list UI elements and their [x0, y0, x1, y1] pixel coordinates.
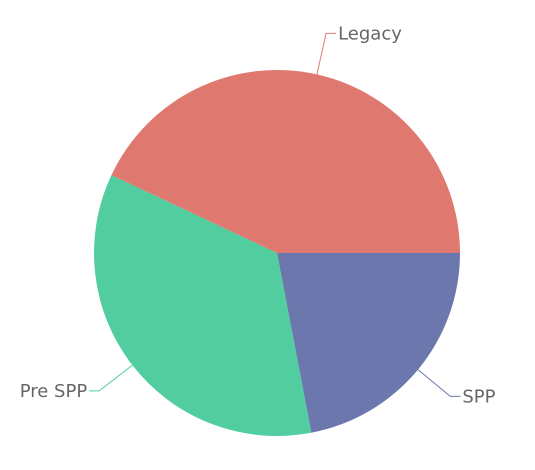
leader-line-legacy [316, 32, 337, 75]
slice-labels: SPP Pre SPP Legacy [20, 23, 496, 407]
leader-lines [89, 32, 461, 397]
pie-slice-pre-spp [93, 175, 312, 436]
pie-slices [93, 69, 460, 436]
leader-line-pre-spp [89, 364, 133, 392]
leader-line-spp [417, 369, 461, 397]
slice-label-legacy: Legacy [338, 23, 402, 44]
pie-slice-legacy [111, 69, 460, 253]
pie-slice-spp [277, 253, 460, 433]
slice-label-pre-spp: Pre SPP [20, 381, 88, 402]
slice-label-spp: SPP [462, 386, 495, 407]
